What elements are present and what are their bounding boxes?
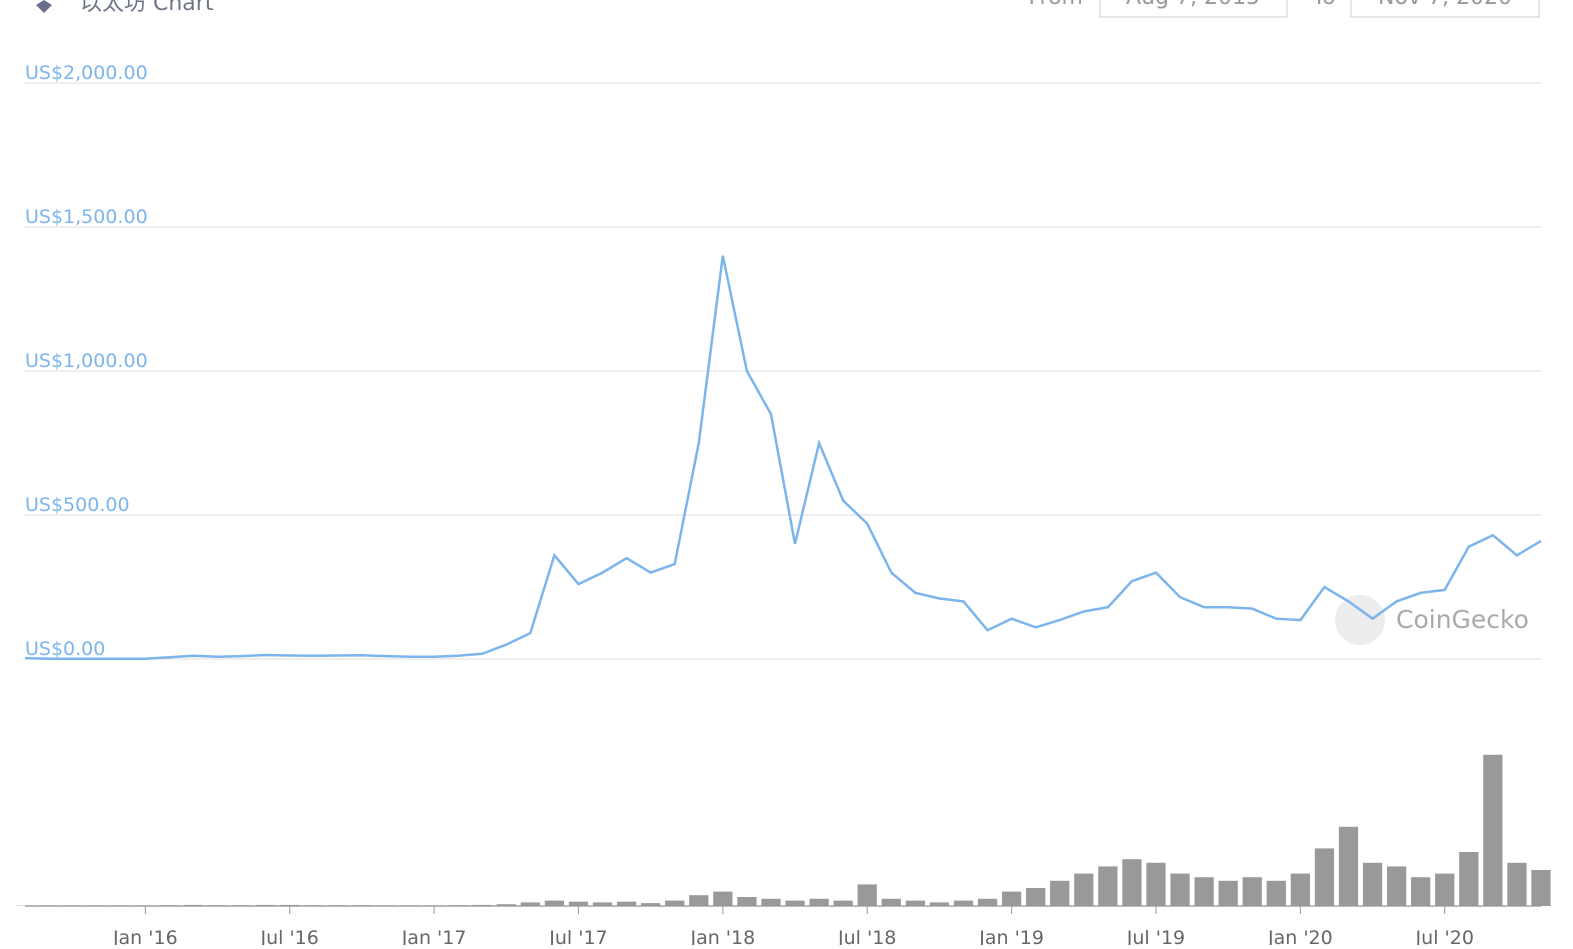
x-tick-label: Jan '16 xyxy=(112,927,178,945)
volume-bar xyxy=(1243,877,1262,906)
x-tick-label: Jul '17 xyxy=(548,927,607,945)
eth-icon xyxy=(36,0,52,13)
volume-bar xyxy=(1291,874,1310,906)
volume-bar xyxy=(1435,874,1454,906)
volume-bar xyxy=(689,895,708,906)
price-line xyxy=(25,256,1541,659)
y-tick-label: US$500.00 xyxy=(25,494,130,516)
volume-bar xyxy=(1411,877,1430,906)
volume-bar xyxy=(737,897,756,906)
y-tick-label: US$1,500.00 xyxy=(25,206,148,228)
x-tick-label: Jan '18 xyxy=(689,927,755,945)
watermark-logo xyxy=(1335,595,1385,645)
volume-bar xyxy=(256,905,275,906)
volume-bar xyxy=(954,901,973,906)
volume-bar xyxy=(497,904,516,906)
volume-bar xyxy=(1146,863,1165,906)
volume-bar xyxy=(1315,848,1334,906)
volume-bar xyxy=(617,902,636,906)
volume-bar xyxy=(1074,874,1093,906)
volume-bar xyxy=(761,899,780,906)
x-tick-label: Jan '19 xyxy=(978,927,1044,945)
volume-bar xyxy=(1483,755,1502,906)
volume-bar xyxy=(1002,892,1021,906)
y-tick-label: US$1,000.00 xyxy=(25,350,148,372)
volume-bar xyxy=(809,899,828,906)
volume-bar xyxy=(1339,827,1358,906)
volume-bar xyxy=(834,901,853,906)
volume-bar xyxy=(1507,863,1526,906)
volume-bar xyxy=(160,905,179,906)
volume-bar xyxy=(1050,881,1069,906)
chart-title: 以太坊 Chart xyxy=(80,0,214,16)
volume-layer xyxy=(15,755,1550,906)
y-tick-label: US$0.00 xyxy=(25,638,105,660)
to-label: To xyxy=(1311,0,1335,10)
volume-bar xyxy=(906,901,925,906)
volume-bar xyxy=(1194,877,1213,906)
from-date: Aug 7, 2015 xyxy=(1126,0,1260,10)
volume-bar xyxy=(449,905,468,906)
volume-bar xyxy=(328,905,347,906)
volume-bar xyxy=(641,903,660,906)
x-tick-label: Jan '20 xyxy=(1267,927,1333,945)
volume-bar xyxy=(930,902,949,906)
grid xyxy=(25,83,1541,906)
volume-bar xyxy=(1363,863,1382,906)
volume-bar xyxy=(1387,866,1406,906)
to-date: Nov 7, 2020 xyxy=(1378,0,1512,10)
volume-bar xyxy=(232,905,251,906)
volume-bar xyxy=(304,905,323,906)
x-tick-label: Jul '16 xyxy=(260,927,319,945)
from-label: From xyxy=(1028,0,1083,10)
x-tick-label: Jul '18 xyxy=(837,927,896,945)
volume-bar xyxy=(184,905,203,906)
volume-bar xyxy=(569,902,588,906)
volume-bar xyxy=(280,905,299,906)
volume-bar xyxy=(665,901,684,906)
volume-bar xyxy=(352,905,371,906)
x-tick-label: Jul '19 xyxy=(1126,927,1185,945)
volume-bar xyxy=(1459,852,1478,906)
y-tick-label: US$2,000.00 xyxy=(25,62,148,84)
x-tick-label: Jan '17 xyxy=(401,927,467,945)
volume-bar xyxy=(1531,870,1550,906)
volume-bar xyxy=(208,905,227,906)
volume-bar xyxy=(521,902,540,906)
volume-bar xyxy=(473,905,492,906)
x-tick-label: Jul '20 xyxy=(1415,927,1474,945)
volume-bar xyxy=(713,892,732,906)
volume-bar xyxy=(785,901,804,906)
volume-bar xyxy=(1170,874,1189,906)
volume-bar xyxy=(858,884,877,906)
volume-bar xyxy=(545,901,564,906)
volume-bar xyxy=(1026,888,1045,906)
volume-bar xyxy=(593,902,612,906)
volume-bar xyxy=(1098,866,1117,906)
volume-bar xyxy=(1267,881,1286,906)
watermark: CoinGecko xyxy=(1396,605,1529,634)
volume-bar xyxy=(1122,859,1141,906)
volume-bar xyxy=(1219,881,1238,906)
volume-bar xyxy=(978,899,997,906)
volume-bar xyxy=(882,899,901,906)
